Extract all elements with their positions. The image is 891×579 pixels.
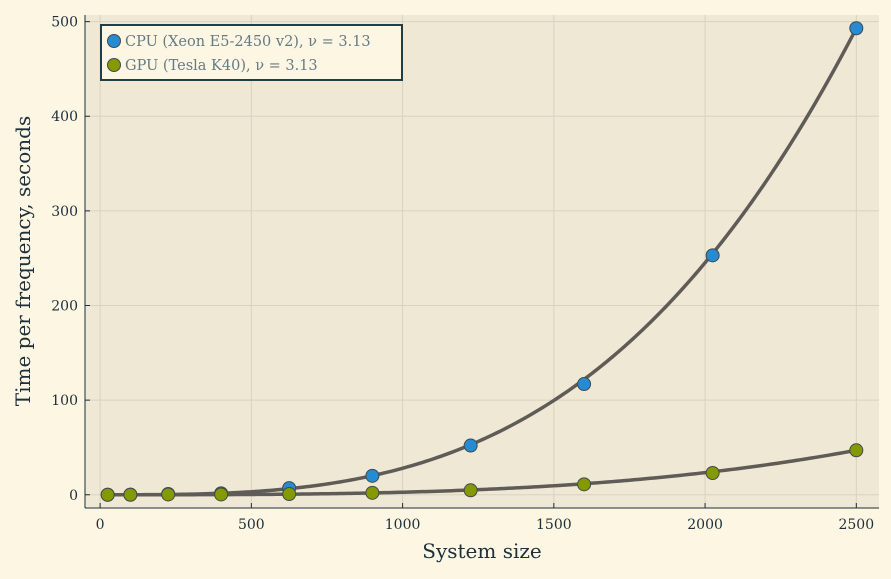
point-gpu <box>123 487 138 502</box>
legend-marker-cpu <box>107 34 121 48</box>
point-cpu <box>705 248 720 263</box>
point-gpu <box>463 483 478 498</box>
y-tick-label: 0 <box>69 488 78 504</box>
axes <box>84 15 879 509</box>
plot-area <box>85 15 879 508</box>
y-tick-label: 200 <box>51 299 78 315</box>
fit-curve-gpu <box>107 448 857 497</box>
y-tick-label: 400 <box>51 109 78 125</box>
x-tick-label: 2000 <box>687 517 723 533</box>
point-cpu <box>577 377 592 392</box>
point-gpu <box>365 485 380 500</box>
fit-curves <box>107 27 858 497</box>
x-tick-label: 2500 <box>838 517 874 533</box>
legend-marker-gpu <box>107 58 121 72</box>
y-tick-label: 500 <box>51 15 78 31</box>
point-gpu <box>161 487 176 502</box>
x-axis-title: System size <box>422 539 542 563</box>
legend: CPU (Xeon E5-2450 v2), ν = 3.13 GPU (Tes… <box>100 24 403 81</box>
legend-box <box>100 24 403 81</box>
y-tick-label: 300 <box>51 204 78 220</box>
point-gpu <box>282 486 297 501</box>
x-tick-label: 0 <box>96 517 105 533</box>
point-cpu <box>463 438 478 453</box>
point-gpu <box>705 465 720 480</box>
y-tick-label: 100 <box>51 393 78 409</box>
point-gpu <box>577 477 592 492</box>
x-ticks: 0 500 1000 1500 2000 2500 <box>96 503 874 533</box>
x-tick-label: 1500 <box>536 517 572 533</box>
legend-label-gpu: GPU (Tesla K40), ν = 3.13 <box>125 58 318 74</box>
point-cpu <box>365 468 380 483</box>
legend-label-cpu: CPU (Xeon E5-2450 v2), ν = 3.13 <box>125 34 371 50</box>
point-gpu <box>214 487 229 502</box>
y-axis-title: Time per frequency, seconds <box>11 116 35 407</box>
x-tick-label: 500 <box>238 517 265 533</box>
data-points <box>100 21 864 502</box>
y-ticks: 0 100 200 300 400 500 <box>51 15 90 504</box>
x-tick-label: 1000 <box>385 517 421 533</box>
point-gpu <box>100 487 115 502</box>
point-cpu <box>849 21 864 36</box>
fit-curve-cpu <box>107 27 858 497</box>
point-gpu <box>849 443 864 458</box>
